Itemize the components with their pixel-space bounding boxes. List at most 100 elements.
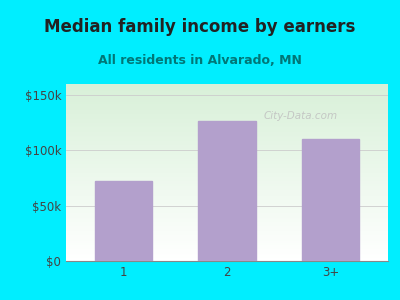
Bar	[66, 125, 388, 126]
Bar	[66, 101, 388, 102]
Bar	[66, 187, 388, 188]
Bar	[66, 123, 388, 124]
Bar	[66, 96, 388, 97]
Bar	[66, 251, 388, 252]
Bar	[66, 142, 388, 143]
Bar	[66, 90, 388, 91]
Bar	[66, 205, 388, 206]
Bar	[66, 147, 388, 148]
Bar	[66, 238, 388, 239]
Bar	[66, 89, 388, 90]
Bar	[66, 169, 388, 170]
Text: All residents in Alvarado, MN: All residents in Alvarado, MN	[98, 54, 302, 67]
Bar	[66, 143, 388, 144]
Bar	[66, 246, 388, 247]
Bar	[66, 200, 388, 201]
Bar	[66, 194, 388, 195]
Bar	[66, 210, 388, 211]
Bar	[66, 126, 388, 127]
Bar	[66, 244, 388, 245]
Bar	[66, 197, 388, 198]
Bar	[66, 243, 388, 244]
Bar	[66, 144, 388, 145]
Bar	[66, 253, 388, 254]
Bar	[66, 93, 388, 94]
Bar	[66, 124, 388, 125]
Text: City-Data.com: City-Data.com	[264, 111, 338, 121]
Bar	[66, 196, 388, 197]
Bar	[66, 247, 388, 248]
Bar	[66, 85, 388, 86]
Bar	[66, 179, 388, 180]
Bar	[66, 236, 388, 237]
Bar	[66, 173, 388, 174]
Bar	[302, 139, 360, 261]
Bar	[66, 120, 388, 121]
Bar	[66, 189, 388, 190]
Bar	[66, 174, 388, 175]
Bar	[66, 188, 388, 189]
Bar	[66, 249, 388, 250]
Bar	[66, 225, 388, 226]
Bar	[66, 183, 388, 184]
Bar	[66, 175, 388, 176]
Bar	[66, 186, 388, 187]
Bar	[66, 176, 388, 177]
Bar	[66, 218, 388, 219]
Bar	[66, 260, 388, 261]
Bar	[66, 202, 388, 203]
Bar	[66, 181, 388, 182]
Bar	[66, 158, 388, 159]
Bar	[66, 115, 388, 116]
Bar	[66, 128, 388, 129]
Bar	[66, 138, 388, 139]
Bar	[66, 134, 388, 135]
Bar	[66, 166, 388, 167]
Bar	[66, 154, 388, 155]
Bar	[66, 130, 388, 131]
Bar	[66, 255, 388, 256]
Bar	[66, 165, 388, 166]
Bar	[66, 207, 388, 208]
Bar	[66, 234, 388, 235]
Bar	[66, 182, 388, 183]
Bar	[66, 149, 388, 150]
Bar	[66, 159, 388, 160]
Bar	[66, 108, 388, 109]
Bar	[66, 222, 388, 223]
Bar	[66, 104, 388, 105]
Bar	[66, 201, 388, 202]
Bar	[66, 231, 388, 232]
Bar	[66, 156, 388, 157]
Bar	[66, 162, 388, 163]
Bar	[66, 170, 388, 171]
Bar	[66, 237, 388, 238]
Bar	[66, 119, 388, 120]
Bar	[66, 135, 388, 136]
Bar	[66, 239, 388, 240]
Bar	[66, 250, 388, 251]
Bar	[66, 185, 388, 186]
Bar	[66, 232, 388, 233]
Bar	[66, 98, 388, 99]
Bar	[66, 223, 388, 224]
Bar	[66, 118, 388, 119]
Bar	[66, 105, 388, 106]
Bar	[66, 233, 388, 234]
Bar	[66, 224, 388, 225]
Bar	[66, 139, 388, 140]
Bar	[66, 160, 388, 161]
Bar	[66, 150, 388, 151]
Bar	[66, 86, 388, 87]
Bar	[66, 190, 388, 191]
Bar	[66, 213, 388, 214]
Bar	[66, 211, 388, 212]
Bar	[66, 137, 388, 138]
Bar	[66, 209, 388, 210]
Bar	[66, 103, 388, 104]
Bar	[198, 121, 256, 261]
Bar	[66, 122, 388, 123]
Text: Median family income by earners: Median family income by earners	[44, 18, 356, 36]
Bar	[66, 163, 388, 164]
Bar	[66, 116, 388, 117]
